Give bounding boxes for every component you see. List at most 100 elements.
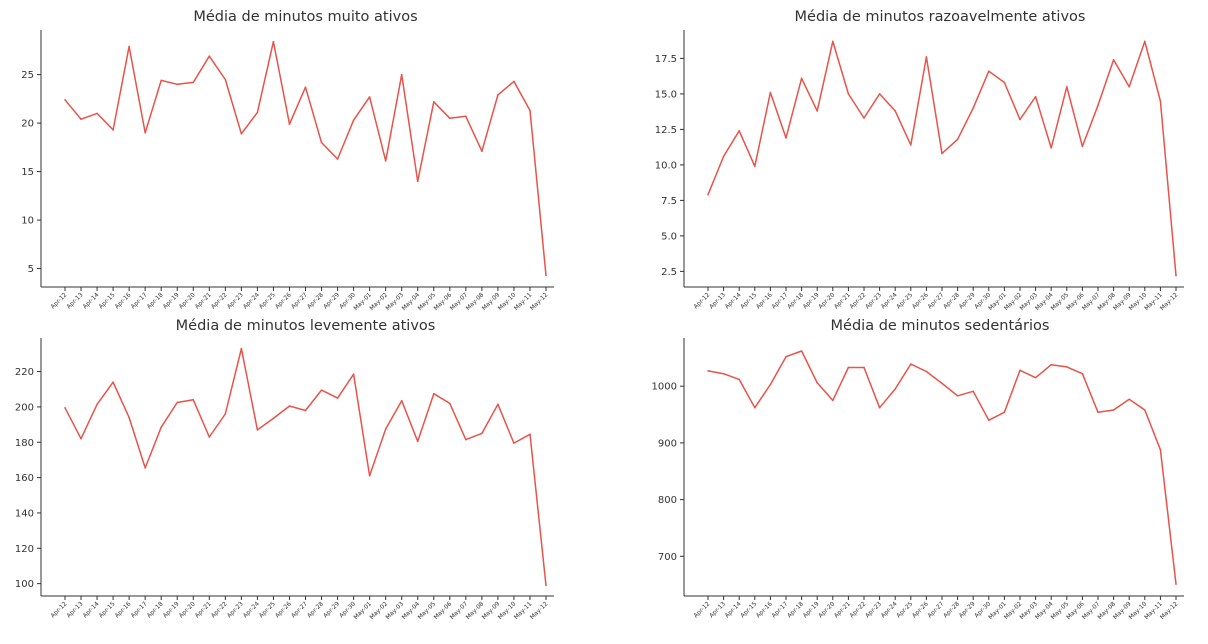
data-point <box>416 440 419 443</box>
data-point <box>64 407 66 409</box>
data-point <box>208 436 211 438</box>
x-tick-label: Apr-26 <box>911 291 930 310</box>
x-tick-label: Apr-23 <box>226 291 245 310</box>
x-tick-label: Apr-13 <box>708 600 727 619</box>
data-point <box>769 383 772 386</box>
y-tick-label: 100 <box>15 579 34 590</box>
x-tick-label: Apr-16 <box>114 600 133 619</box>
data-point <box>1112 409 1115 411</box>
data-point <box>1050 147 1052 149</box>
data-point <box>738 378 740 381</box>
x-tick-label: Apr-25 <box>258 600 277 619</box>
x-tick-label: Apr-28 <box>942 600 961 619</box>
data-point <box>128 45 130 48</box>
chart-fairly-active: Média de minutos razoavelmente ativos 2.… <box>604 0 1208 312</box>
data-point <box>707 370 709 372</box>
data-point <box>894 110 896 112</box>
x-tick-label: Apr-20 <box>817 291 836 310</box>
data-point <box>465 438 467 441</box>
data-point <box>176 83 179 86</box>
x-tick-label: Apr-15 <box>98 600 117 619</box>
y-tick-label: 220 <box>15 367 34 378</box>
data-point <box>1144 40 1146 43</box>
x-tick-label: Apr-28 <box>306 291 325 310</box>
x-tick-label: Apr-23 <box>864 291 883 310</box>
y-tick-label: 10 <box>21 216 34 227</box>
data-point <box>1112 59 1115 61</box>
x-tick-label: Apr-17 <box>770 600 789 619</box>
data-point <box>1159 100 1162 102</box>
data-point <box>816 110 818 112</box>
data-point <box>192 399 195 401</box>
data-point <box>288 123 291 125</box>
y-tick-label: 7.5 <box>661 196 677 207</box>
data-point <box>972 390 974 393</box>
data-point <box>513 442 515 444</box>
data-point <box>80 118 82 121</box>
data-point <box>925 370 928 373</box>
x-tick-label: Apr-25 <box>895 600 914 619</box>
x-tick-label: Apr-22 <box>848 600 867 619</box>
data-point <box>832 40 834 43</box>
y-tick-label: 5 <box>28 264 34 275</box>
data-point <box>352 373 355 376</box>
data-point <box>894 388 896 390</box>
data-point <box>176 401 179 404</box>
y-tick-label: 2.5 <box>661 267 677 278</box>
data-point <box>320 141 323 144</box>
data-point <box>1128 398 1130 401</box>
x-tick-label: Apr-24 <box>880 600 899 619</box>
data-point <box>112 381 114 383</box>
data-point <box>449 117 451 120</box>
data-point <box>1034 376 1037 379</box>
y-tick-label: 900 <box>658 438 677 449</box>
data-point <box>144 132 146 134</box>
y-tick-label: 160 <box>15 473 34 484</box>
x-tick-label: Apr-22 <box>210 600 229 619</box>
data-point <box>1066 366 1068 368</box>
data-point <box>545 274 547 277</box>
data-point <box>481 432 483 435</box>
data-point <box>863 366 865 369</box>
y-tick-label: 120 <box>15 544 34 555</box>
x-tick-label: Apr-20 <box>817 600 836 619</box>
x-tick-label: Apr-25 <box>895 291 914 310</box>
x-tick-label: Apr-18 <box>786 291 805 310</box>
x-tick-label: May-12 <box>1159 291 1180 312</box>
x-tick-label: Apr-14 <box>82 600 101 619</box>
data-point <box>497 94 499 96</box>
data-point <box>272 40 275 43</box>
y-tick-label: 25 <box>21 70 34 81</box>
chart-lightly-active: Média de minutos levemente ativos 100 120… <box>0 318 604 644</box>
data-point <box>800 350 803 352</box>
data-point <box>529 109 531 112</box>
data-point <box>96 403 98 406</box>
y-tick-label: 15 <box>21 167 34 178</box>
x-tick-label: Apr-29 <box>958 600 977 619</box>
series-line <box>707 40 1177 276</box>
x-tick-label: Apr-20 <box>178 291 197 310</box>
chart-sedentary-plot: 7008009001000Apr-12Apr-13Apr-14Apr-15Apr… <box>652 338 1184 621</box>
x-tick-label: Apr-17 <box>770 291 789 310</box>
data-point <box>816 381 818 384</box>
data-point <box>925 56 928 58</box>
data-point <box>769 91 772 94</box>
y-tick-label: 5.0 <box>661 231 677 242</box>
x-tick-label: Apr-24 <box>242 600 261 619</box>
data-point <box>64 99 66 101</box>
data-point <box>449 402 451 405</box>
x-tick-label: Apr-12 <box>49 600 68 619</box>
chart-lightly-active-plot: 100120140160180200220Apr-12Apr-13Apr-14A… <box>15 338 554 621</box>
data-point <box>288 405 291 407</box>
data-point <box>384 428 387 430</box>
data-point <box>529 433 531 436</box>
data-point <box>112 129 114 131</box>
x-tick-label: Apr-19 <box>162 291 181 310</box>
data-point <box>256 429 259 431</box>
data-point <box>160 79 162 82</box>
y-tick-label: 800 <box>658 495 677 506</box>
chart-title: Média de minutos razoavelmente ativos <box>794 9 1086 25</box>
data-point <box>863 117 865 119</box>
x-tick-label: Apr-18 <box>786 600 805 619</box>
y-tick-label: 140 <box>15 508 34 519</box>
